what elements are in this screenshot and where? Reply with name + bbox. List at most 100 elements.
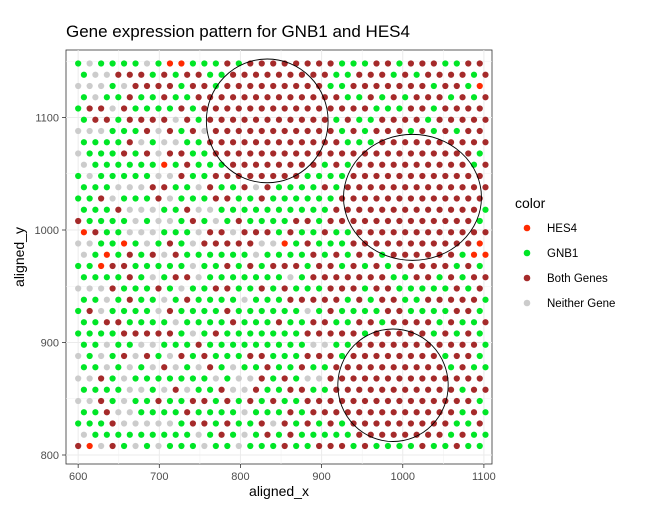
- data-point: [402, 229, 409, 236]
- data-point: [402, 94, 409, 101]
- data-point: [419, 397, 426, 405]
- data-point: [407, 375, 415, 382]
- data-point: [476, 442, 483, 450]
- data-point: [258, 352, 265, 360]
- data-point: [132, 172, 139, 180]
- data-point: [189, 420, 197, 427]
- data-point: [379, 94, 386, 101]
- data-point: [235, 442, 242, 450]
- data-point: [390, 139, 397, 146]
- data-point: [207, 274, 214, 281]
- data-point: [120, 397, 128, 405]
- data-point: [155, 105, 162, 112]
- data-point: [333, 184, 340, 191]
- data-point: [218, 139, 225, 146]
- data-point: [155, 307, 162, 315]
- data-point: [453, 217, 460, 225]
- data-point: [402, 251, 409, 258]
- data-point: [166, 352, 174, 360]
- data-point: [212, 172, 219, 180]
- data-point: [310, 274, 317, 281]
- data-point: [189, 397, 197, 405]
- data-point: [402, 161, 409, 168]
- data-point: [390, 71, 397, 78]
- data-point: [373, 375, 380, 382]
- data-point: [338, 330, 346, 337]
- data-point: [287, 184, 294, 191]
- data-point: [241, 296, 248, 303]
- data-point: [270, 375, 277, 382]
- data-point: [264, 184, 271, 191]
- data-point: [413, 229, 420, 236]
- data-point: [402, 431, 409, 438]
- data-point: [80, 341, 88, 348]
- y-axis-ticks: 800 900 1000 1100: [35, 113, 66, 462]
- data-point: [384, 82, 392, 90]
- data-point: [247, 397, 254, 405]
- data-point: [92, 431, 99, 438]
- data-point: [447, 116, 455, 123]
- data-point: [361, 262, 369, 270]
- data-point: [379, 364, 386, 371]
- data-point: [419, 195, 426, 202]
- data-point: [138, 319, 145, 326]
- data-point: [316, 330, 323, 337]
- data-point: [109, 442, 116, 450]
- data-point: [218, 274, 225, 281]
- data-point: [327, 307, 334, 315]
- data-point: [126, 71, 133, 78]
- data-point: [304, 60, 311, 67]
- data-point: [442, 442, 449, 450]
- data-point: [293, 420, 300, 427]
- data-point: [149, 341, 156, 348]
- data-point: [344, 161, 351, 168]
- data-point: [103, 296, 110, 303]
- data-point: [333, 139, 340, 146]
- data-point: [86, 172, 93, 180]
- data-point: [275, 116, 283, 123]
- data-point: [241, 251, 248, 258]
- data-point: [333, 296, 340, 303]
- data-point: [109, 352, 116, 360]
- data-point: [281, 442, 288, 450]
- data-point: [132, 262, 139, 270]
- data-point: [161, 319, 168, 326]
- data-point: [384, 105, 392, 112]
- data-point: [258, 375, 265, 382]
- data-point: [103, 139, 110, 146]
- data-point: [218, 409, 225, 416]
- data-point: [361, 330, 369, 337]
- data-point: [275, 296, 283, 303]
- data-point: [333, 319, 340, 326]
- legend-items: HES4 GNB1 Both Genes Neither Gene: [518, 219, 615, 312]
- data-point: [413, 341, 420, 348]
- data-point: [161, 71, 168, 78]
- data-point: [247, 375, 254, 382]
- data-point: [281, 307, 288, 315]
- data-point: [310, 431, 317, 438]
- data-point: [92, 341, 99, 348]
- data-point: [166, 127, 174, 135]
- data-point: [373, 60, 380, 67]
- data-point: [166, 262, 174, 270]
- data-point: [425, 184, 432, 191]
- data-point: [379, 206, 386, 213]
- data-point: [476, 375, 483, 382]
- data-point: [161, 364, 168, 371]
- data-point: [402, 409, 409, 416]
- data-point: [327, 240, 334, 247]
- data-point: [298, 94, 306, 101]
- data-point: [453, 307, 460, 315]
- data-point: [298, 139, 306, 146]
- data-point: [172, 251, 179, 258]
- data-point: [178, 262, 185, 270]
- data-point: [218, 184, 225, 191]
- data-point: [235, 217, 242, 225]
- data-point: [373, 105, 380, 112]
- data-point: [447, 251, 455, 258]
- data-point: [75, 82, 82, 90]
- data-point: [293, 240, 300, 247]
- data-point: [310, 341, 317, 348]
- data-point: [241, 206, 248, 213]
- data-point: [189, 82, 197, 90]
